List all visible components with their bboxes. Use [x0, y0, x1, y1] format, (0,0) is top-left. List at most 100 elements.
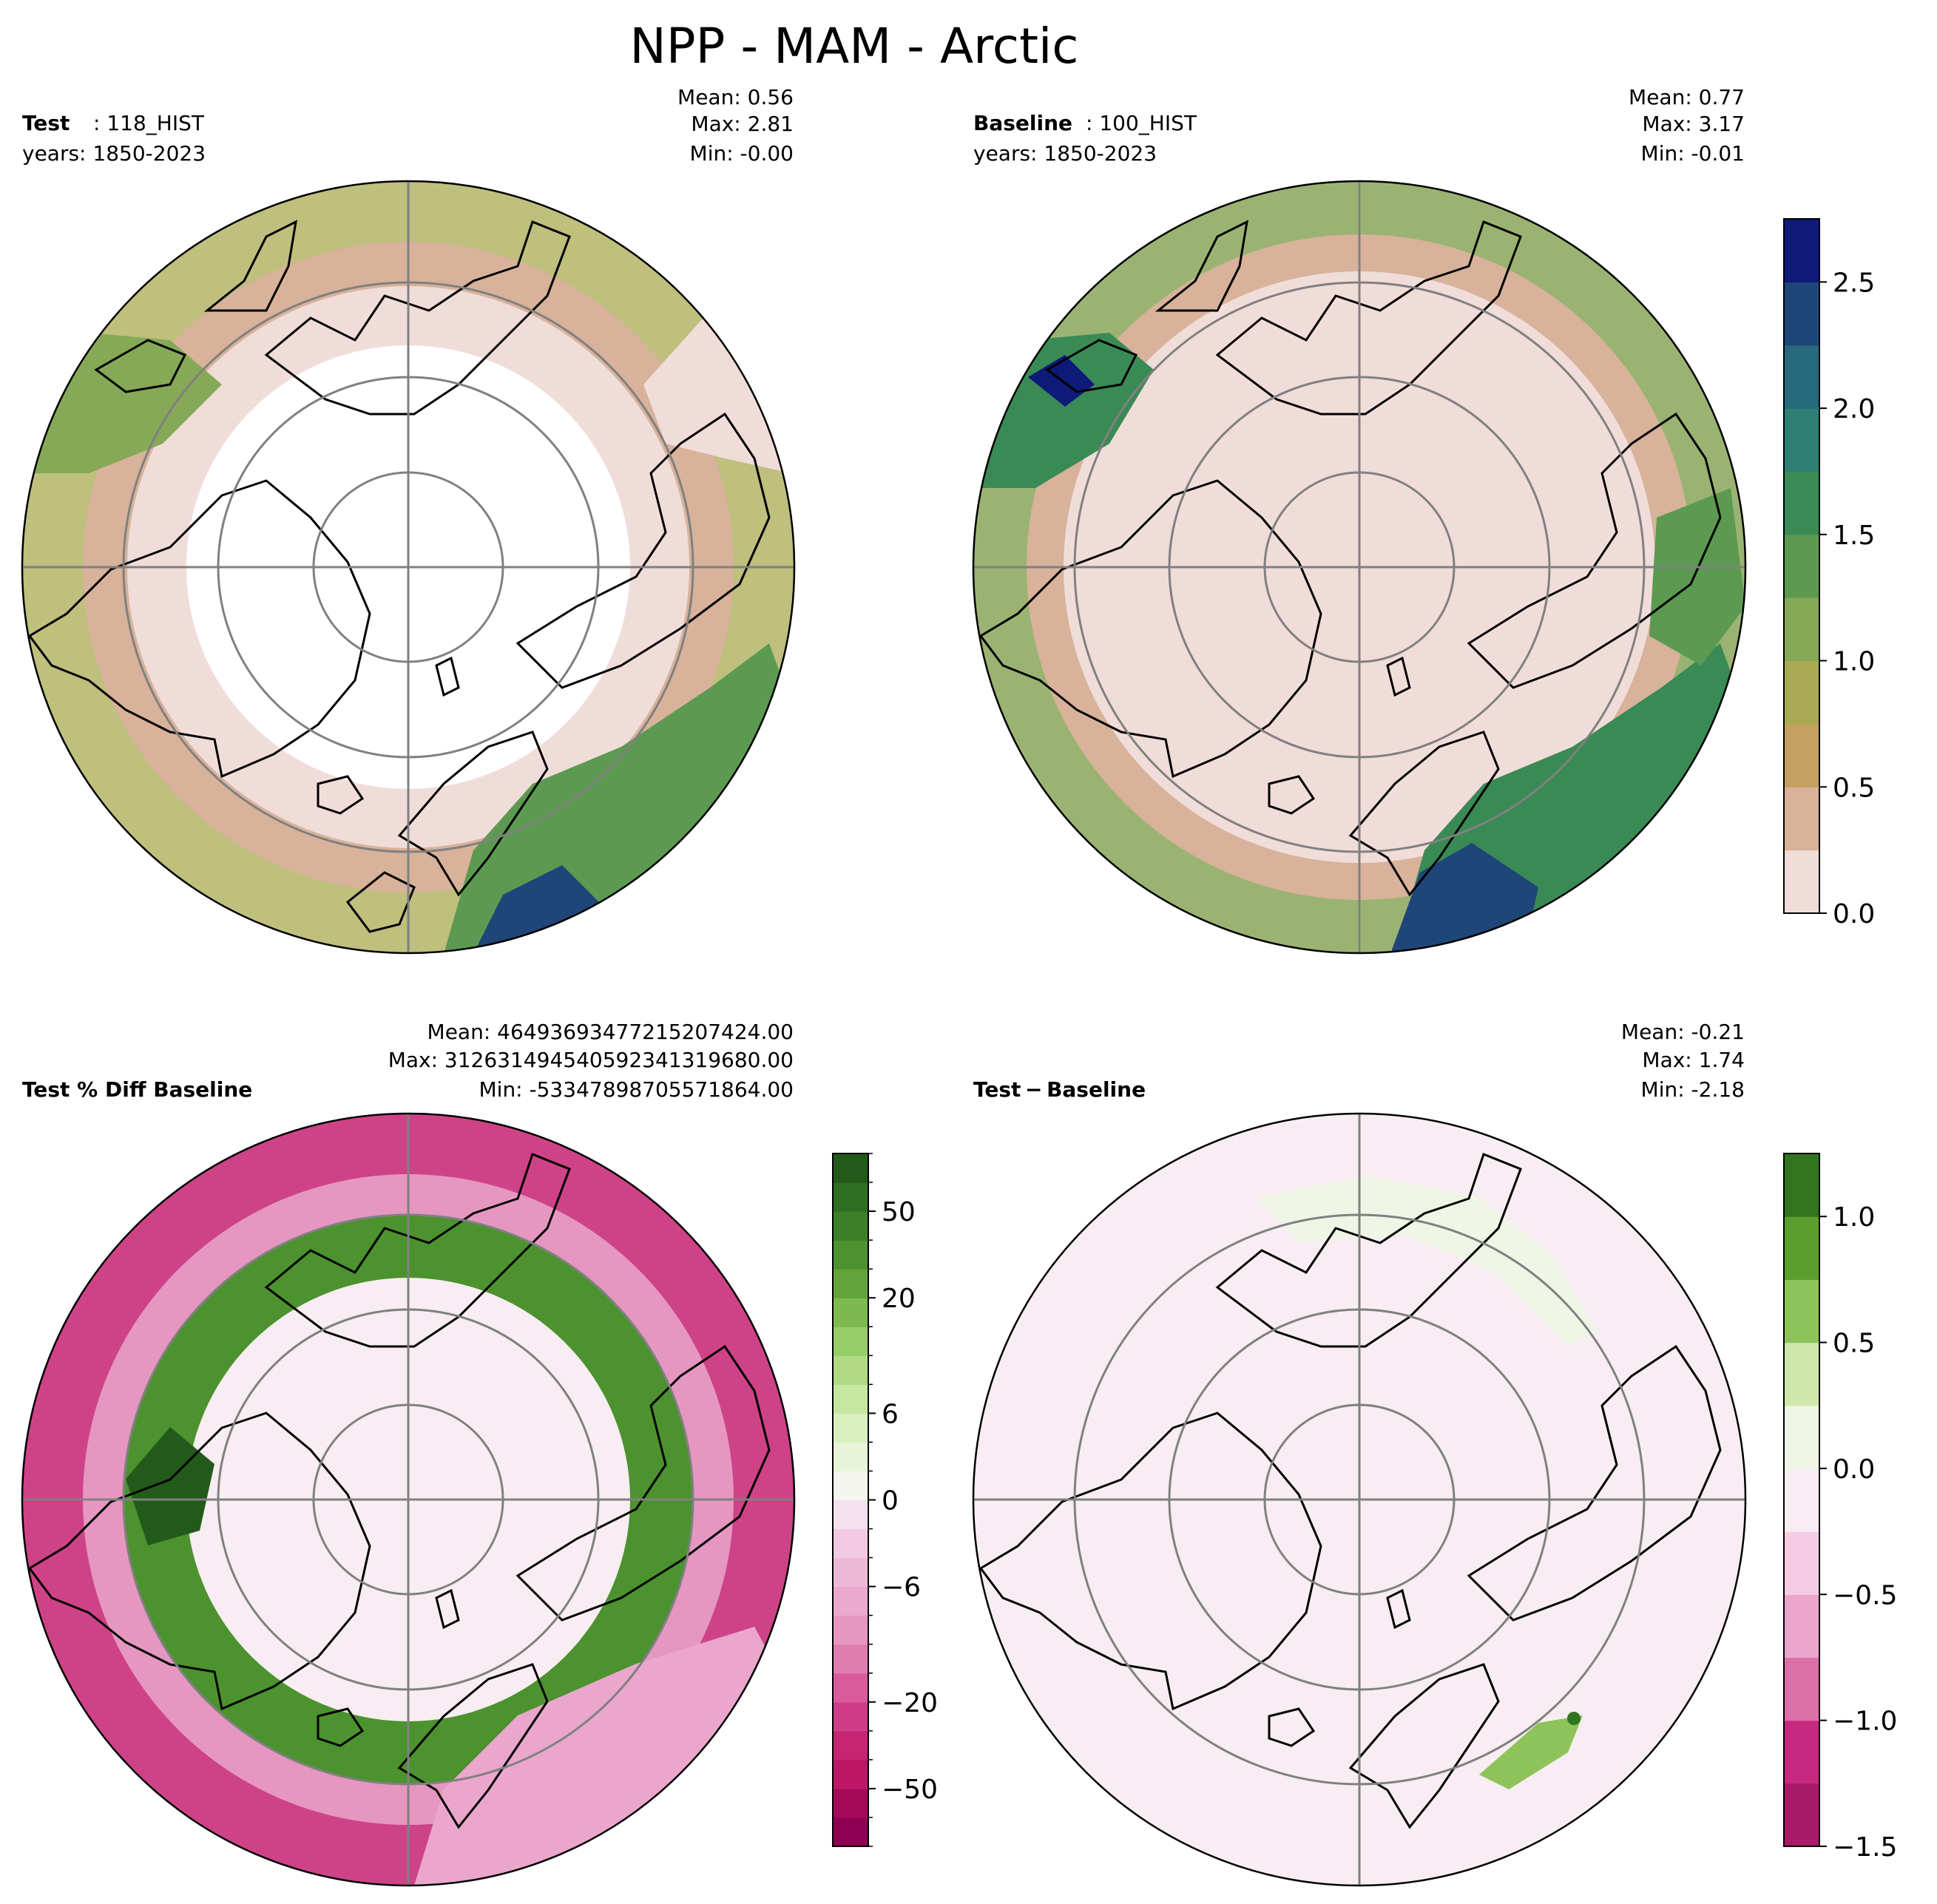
colorbar-percent-diff-band	[833, 1413, 868, 1443]
colorbar-percent-diff-tick-label: −6	[882, 1573, 921, 1603]
colorbar-npp-tick-label: 1.5	[1833, 521, 1875, 551]
colorbar-npp-band	[1784, 219, 1819, 282]
panel-baseline: Baseline : 100_HIST years: 1850-2023 Mea…	[972, 85, 1747, 955]
colorbar-percent-diff-band	[833, 1730, 868, 1761]
panel-baseline-max: Max: 3.17	[1642, 112, 1745, 136]
colorbar-percent-diff-band	[833, 1384, 868, 1414]
colorbar-percent-diff-band	[833, 1586, 868, 1616]
panel-baseline-years: years: 1850-2023	[973, 141, 1157, 166]
colorbar-percent-diff-band	[833, 1471, 868, 1501]
panel-test-years: years: 1850-2023	[22, 141, 206, 166]
colorbar-difference-tick-label: 1.0	[1833, 1202, 1875, 1233]
colorbar-difference: −1.5 −1.0 −0.5 0.0 0.5 1.0	[1783, 1153, 1897, 1863]
field-patch-positive	[1257, 1176, 1598, 1346]
colorbar-percent-diff-band	[833, 1615, 868, 1645]
map-percent-diff	[22, 1114, 794, 1886]
panel-test: Test : 118_HIST years: 1850-2023 Mean: 0…	[21, 85, 796, 955]
panel-percent-diff-max: Max: 31263149454059234131968​0.00	[388, 1048, 794, 1072]
colorbar-percent-diff-band	[833, 1182, 868, 1212]
colorbar-difference-tick-label: 0.5	[1833, 1329, 1875, 1359]
graticule	[973, 181, 1745, 953]
map-boundary	[21, 180, 796, 955]
colorbar-percent-diff-band	[833, 1240, 868, 1270]
colorbar-npp-tick-label: 2.5	[1833, 268, 1875, 298]
colorbar-percent-diff-tick-label: 50	[882, 1197, 916, 1227]
colorbar-percent-diff-band	[833, 1211, 868, 1241]
colorbar-difference-band	[1784, 1720, 1819, 1784]
colorbar-difference-band	[1784, 1405, 1819, 1469]
panel-difference: Test − Baseline Mean: -0.21 Max: 1.74 Mi…	[972, 1020, 1747, 1887]
graticule	[22, 1114, 794, 1886]
colorbar-frame	[1783, 1153, 1820, 1847]
panel-test-max: Max: 2.81	[691, 112, 794, 136]
map-boundary	[972, 1112, 1747, 1887]
colorbar-difference-band	[1784, 1342, 1819, 1406]
colorbar-percent-diff: −50 −20 −6 0 6 20 50	[832, 1153, 938, 1847]
colorbar-difference-tick-label: −0.5	[1833, 1580, 1897, 1610]
colorbar-difference-band	[1784, 1216, 1819, 1280]
colorbar-npp-band	[1784, 534, 1819, 598]
colorbar-npp-band	[1784, 408, 1819, 472]
panel-difference-mean: Mean: -0.21	[1621, 1020, 1745, 1044]
field-patch-scandinavia	[1479, 1715, 1583, 1789]
panel-difference-min: Min: -2.18	[1641, 1077, 1745, 1102]
colorbar-difference-band	[1784, 1468, 1819, 1532]
colorbar-percent-diff-band	[833, 1557, 868, 1588]
colorbar-difference-tick-label: −1.5	[1833, 1832, 1897, 1863]
colorbar-percent-diff-band	[833, 1153, 868, 1183]
panel-percent-diff-min: Min: -53347898705571864.00	[479, 1077, 794, 1102]
colorbar-difference-band	[1784, 1594, 1819, 1659]
panel-difference-label: Test − Baseline	[973, 1077, 1146, 1102]
colorbar-difference-band	[1784, 1783, 1819, 1847]
graticule	[973, 1114, 1745, 1886]
colorbar-npp-band	[1784, 345, 1819, 409]
colorbar-percent-diff-band	[833, 1644, 868, 1674]
colorbar-percent-diff-band	[833, 1673, 868, 1703]
colorbar-npp-band	[1784, 282, 1819, 346]
colorbar-difference-tick-label: 0.0	[1833, 1454, 1875, 1485]
colorbar-npp-tick-label: 0.5	[1833, 773, 1875, 803]
colorbar-percent-diff-tick-label: 0	[882, 1486, 899, 1517]
colorbar-npp-tick-label: 0.0	[1833, 899, 1875, 929]
colorbar-npp-tick-label: 1.0	[1833, 647, 1875, 677]
colorbar-percent-diff-band	[833, 1500, 868, 1530]
field-patch-siberia	[643, 311, 791, 473]
figure-title: NPP - MAM - Arctic	[629, 18, 1078, 75]
panel-test-min: Min: -0.00	[690, 141, 794, 166]
panel-baseline-mean: Mean: 0.77	[1629, 85, 1745, 109]
map-boundary	[972, 180, 1747, 955]
colorbar-npp-band	[1784, 850, 1819, 914]
colorbar-percent-diff-band	[833, 1269, 868, 1298]
graticule	[22, 181, 794, 953]
colorbar-percent-diff-band	[833, 1442, 868, 1472]
panel-test-case: : 118_HIST	[93, 111, 205, 135]
panel-percent-diff: Test % Diff Baseline Mean: 4649369347721…	[21, 1020, 796, 1887]
field-patch-east	[1649, 488, 1745, 665]
colorbar-difference-band	[1784, 1531, 1819, 1595]
colorbar-difference-band	[1784, 1657, 1819, 1721]
colorbar-percent-diff-tick-label: −20	[882, 1688, 938, 1718]
colorbar-difference-band	[1784, 1279, 1819, 1344]
colorbar-npp-band	[1784, 723, 1819, 787]
colorbar-npp-tick-label: 2.0	[1833, 394, 1875, 424]
coastlines	[978, 220, 1722, 897]
colorbar-percent-diff-band	[833, 1298, 868, 1327]
colorbar-percent-diff-band	[833, 1759, 868, 1789]
panel-difference-max: Max: 1.74	[1642, 1048, 1745, 1072]
colorbar-percent-diff-band	[833, 1701, 868, 1732]
field-spot-max	[1567, 1712, 1581, 1725]
coastlines	[27, 220, 771, 933]
panel-test-label: Test	[22, 111, 70, 135]
panel-test-mean: Mean: 0.56	[677, 85, 794, 109]
colorbar-percent-diff-tick-label: −50	[882, 1775, 938, 1805]
colorbar-difference-tick-label: −1.0	[1833, 1707, 1897, 1737]
colorbar-percent-diff-band	[833, 1788, 868, 1818]
panel-baseline-label: Baseline	[973, 111, 1072, 135]
colorbar-percent-diff-band	[833, 1817, 868, 1847]
panel-baseline-case: : 100_HIST	[1086, 111, 1197, 135]
colorbar-percent-diff-band	[833, 1327, 868, 1356]
colorbar-percent-diff-tick-label: 20	[882, 1284, 916, 1314]
colorbar-npp-band	[1784, 471, 1819, 535]
colorbar-percent-diff-band	[833, 1355, 868, 1385]
